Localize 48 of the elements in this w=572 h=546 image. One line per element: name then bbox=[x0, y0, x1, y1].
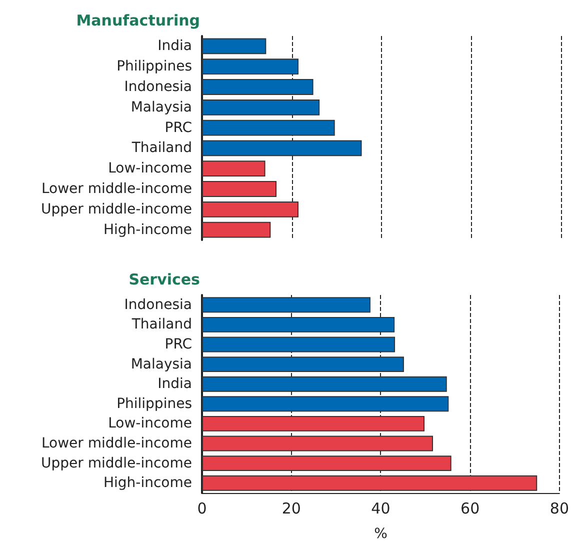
bar bbox=[202, 396, 449, 412]
bar bbox=[202, 181, 276, 197]
bar bbox=[202, 297, 370, 313]
bar bbox=[202, 99, 320, 116]
chart-title: Services bbox=[128, 270, 200, 288]
y-tick-label: Indonesia bbox=[124, 79, 192, 95]
y-tick-label: Malaysia bbox=[130, 356, 192, 372]
x-tick-label: 0 bbox=[197, 500, 207, 518]
x-tick-label: 20 bbox=[282, 500, 301, 518]
y-tick-label: Philippines bbox=[116, 58, 192, 75]
bar bbox=[202, 456, 452, 472]
y-tick-label: Malaysia bbox=[130, 99, 192, 116]
y-tick-label: Upper middle-income bbox=[41, 201, 192, 218]
x-tick-label: 80 bbox=[550, 500, 570, 518]
bar bbox=[202, 316, 395, 332]
bar bbox=[202, 160, 266, 177]
y-tick-label: High-income bbox=[103, 475, 192, 492]
bar bbox=[202, 38, 266, 54]
chart-title: Manufacturing bbox=[76, 12, 200, 30]
bar bbox=[202, 58, 298, 75]
y-tick-label: India bbox=[158, 376, 192, 392]
bar bbox=[202, 376, 447, 392]
bar bbox=[202, 475, 538, 491]
bar bbox=[202, 416, 425, 432]
bar bbox=[202, 120, 335, 136]
bar bbox=[202, 436, 434, 452]
bar bbox=[202, 336, 396, 352]
y-tick-label: PRC bbox=[164, 336, 192, 352]
x-tick-label: 40 bbox=[371, 500, 390, 518]
bar bbox=[202, 201, 298, 218]
bar bbox=[202, 356, 404, 372]
y-tick-label: Thailand bbox=[130, 316, 192, 333]
y-tick-label: Low-income bbox=[108, 160, 192, 177]
bar bbox=[202, 79, 314, 95]
y-tick-label: PRC bbox=[164, 120, 192, 136]
bar bbox=[202, 222, 271, 238]
y-tick-label: Thailand bbox=[130, 140, 192, 156]
y-tick-label: Philippines bbox=[116, 396, 192, 412]
y-tick-label: Lower middle-income bbox=[41, 181, 192, 197]
y-tick-label: High-income bbox=[103, 222, 192, 238]
y-tick-label: Upper middle-income bbox=[41, 455, 192, 472]
bar bbox=[202, 140, 362, 156]
x-axis-title: % bbox=[374, 526, 388, 542]
y-tick-label: India bbox=[158, 38, 192, 54]
y-tick-label: Lower middle-income bbox=[41, 436, 192, 452]
x-tick-label: 60 bbox=[460, 500, 480, 518]
y-tick-label: Indonesia bbox=[124, 296, 192, 313]
y-tick-label: Low-income bbox=[108, 416, 192, 432]
